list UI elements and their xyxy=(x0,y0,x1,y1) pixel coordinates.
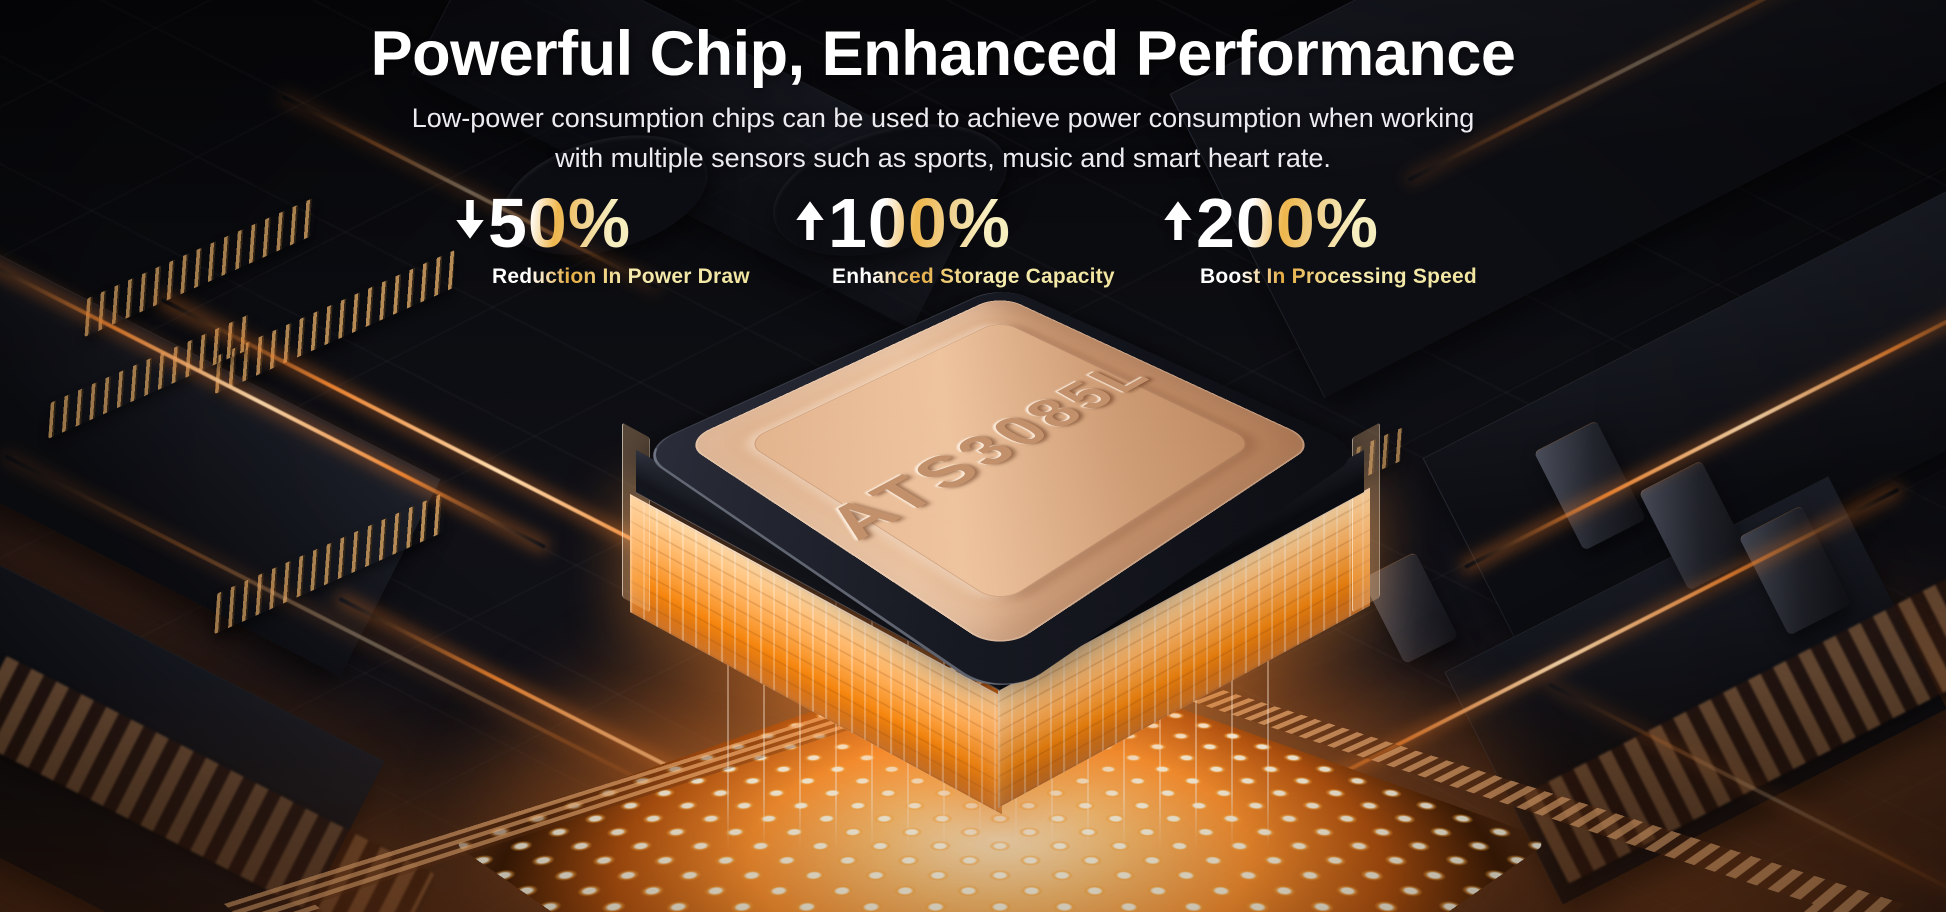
stat-value: 200% xyxy=(1196,184,1380,262)
stat-storage-capacity: 100% Enhanced Storage Capacity xyxy=(795,188,1115,289)
subtitle-line-2: with multiple sensors such as sports, mu… xyxy=(555,143,1331,174)
up-arrow-icon xyxy=(796,201,824,240)
up-arrow-icon xyxy=(1164,201,1192,240)
stat-value-row: 100% xyxy=(795,188,1011,258)
stat-value-row: 50% xyxy=(455,188,631,258)
stat-value: 50% xyxy=(488,184,632,262)
page-title: Powerful Chip, Enhanced Performance xyxy=(370,19,1516,89)
stat-value-row: 200% xyxy=(1163,188,1379,258)
stat-processing-speed: 200% Boost In Processing Speed xyxy=(1163,188,1477,289)
stat-power-reduction: 50% Reduction In Power Draw xyxy=(455,188,750,289)
stat-label: Reduction In Power Draw xyxy=(492,265,750,288)
stat-label: Enhanced Storage Capacity xyxy=(832,265,1115,288)
subtitle-line-1: Low-power consumption chips can be used … xyxy=(411,103,1475,134)
down-arrow-icon xyxy=(456,200,484,239)
glass-corner-column xyxy=(1352,422,1380,613)
stat-value: 100% xyxy=(828,184,1012,262)
header: Powerful Chip, Enhanced Performance Low-… xyxy=(0,18,1886,178)
stat-label: Boost In Processing Speed xyxy=(1200,265,1477,288)
subtitle: Low-power consumption chips can be used … xyxy=(0,98,1886,178)
